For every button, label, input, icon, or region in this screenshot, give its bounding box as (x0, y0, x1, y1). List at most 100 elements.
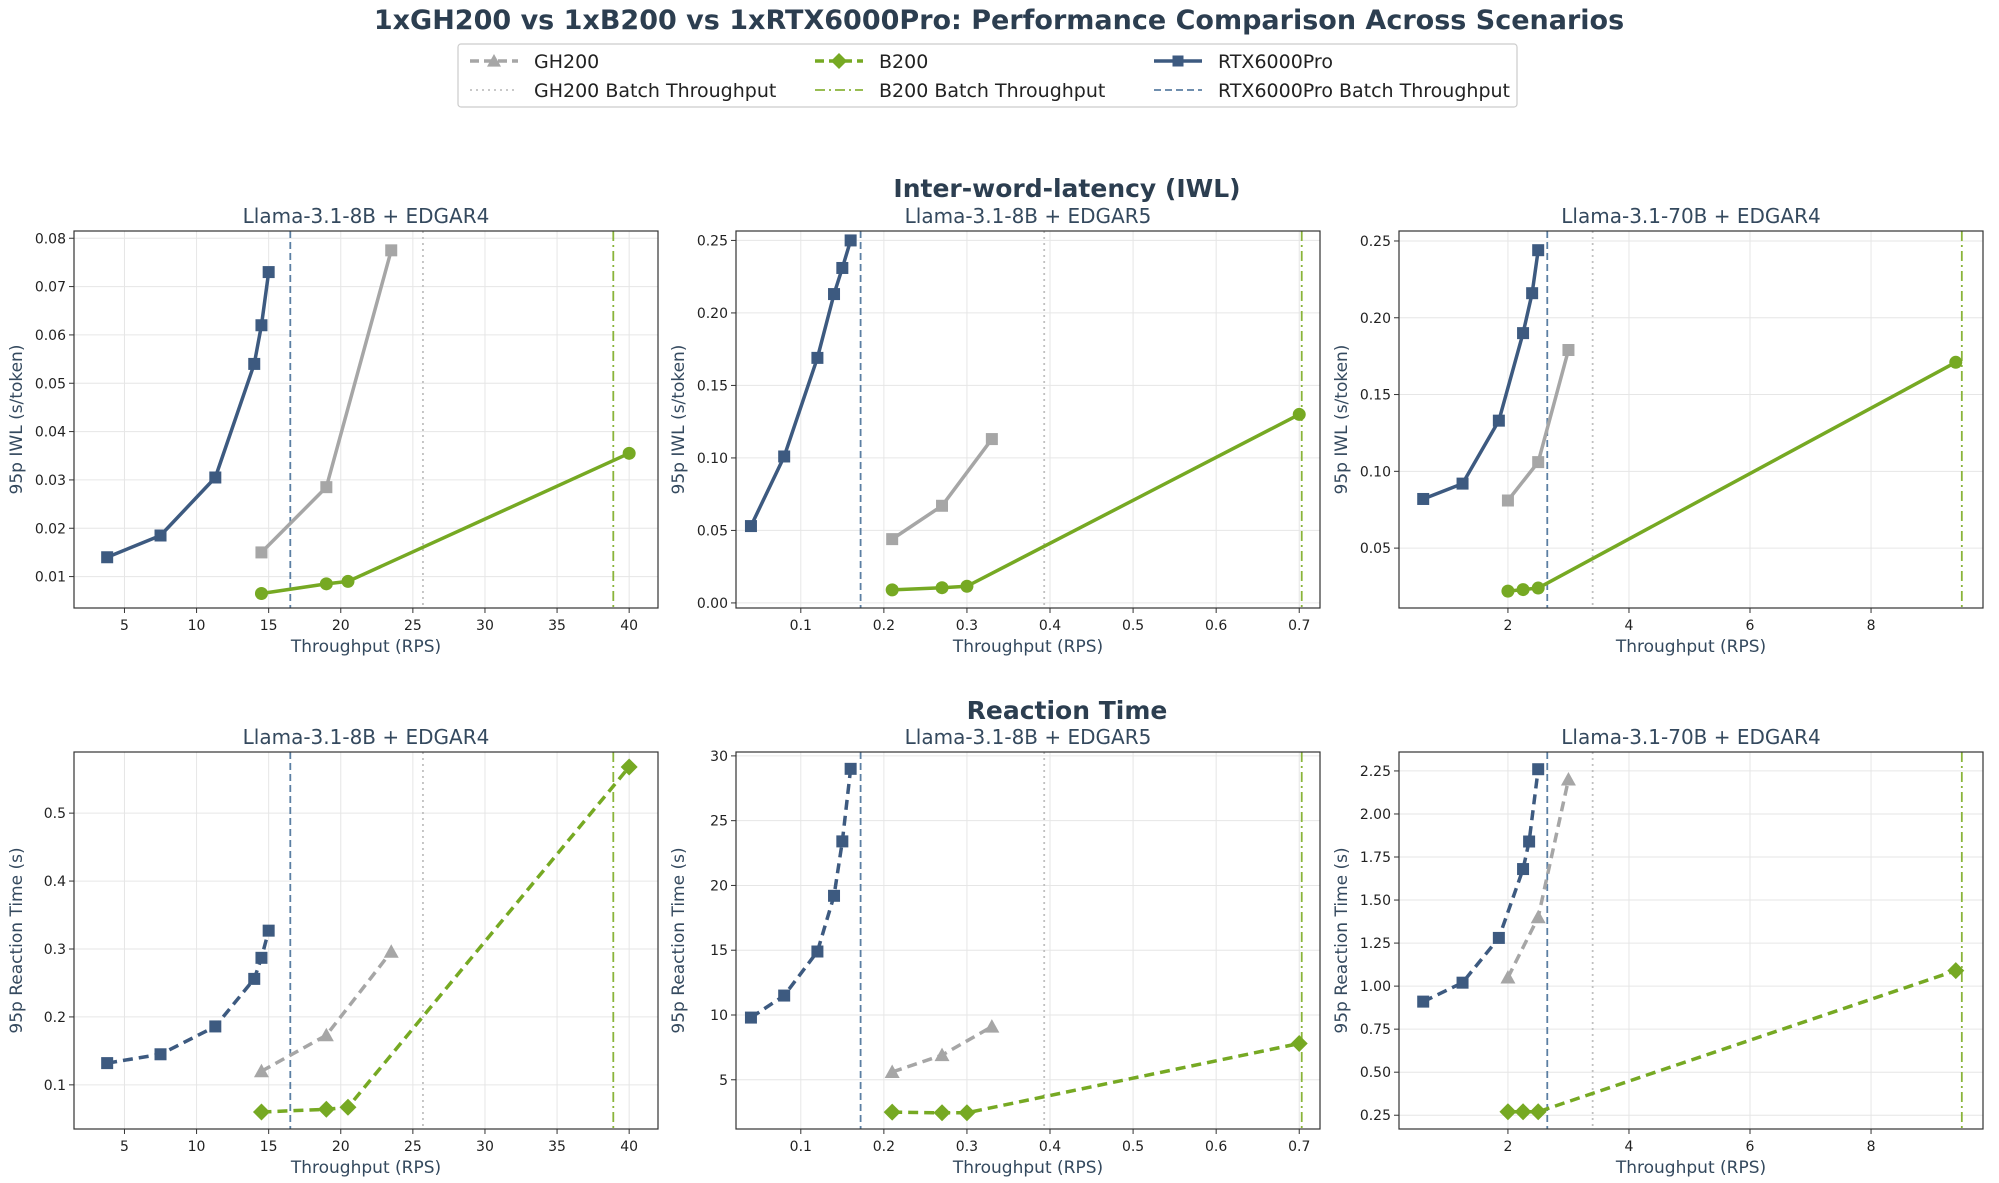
x-tick-label: 0.4 (1039, 1139, 1061, 1155)
data-point-rtx6000pro (154, 1048, 167, 1061)
series-gh200 (1500, 772, 1576, 984)
y-tick-label: 2.25 (1360, 764, 1391, 780)
data-point-rtx6000pro (1523, 835, 1536, 848)
y-tick-label: 0.06 (35, 328, 66, 344)
y-tick-label: 0.07 (35, 280, 66, 296)
panel-title: Llama-3.1-70B + EDGAR4 (1561, 204, 1820, 228)
panel-title: Llama-3.1-8B + EDGAR5 (905, 725, 1152, 749)
y-axis-label: 95p IWL (s/token) (7, 345, 27, 495)
series-b200 (1501, 355, 1963, 598)
x-tick-label: 35 (548, 1139, 566, 1155)
legend-marker (487, 54, 501, 67)
data-point-gh200 (886, 533, 899, 546)
legend-label: B200 (879, 51, 928, 73)
x-tick-label: 40 (620, 1139, 638, 1155)
data-point-rtx6000pro (744, 1011, 757, 1024)
data-point-gh200 (253, 1063, 269, 1078)
x-tick-label: 0.1 (790, 1139, 812, 1155)
y-tick-label: 0.1 (44, 1078, 66, 1094)
data-point-b200 (1501, 584, 1515, 598)
data-point-b200 (1529, 1103, 1547, 1121)
series-gh200 (253, 944, 399, 1078)
data-point-gh200 (884, 1064, 900, 1078)
series-line-gh200 (891, 438, 994, 541)
data-point-rtx6000pro (255, 319, 268, 332)
data-point-b200 (883, 1103, 901, 1121)
series-b200 (1499, 962, 1965, 1121)
x-axis-label: Throughput (RPS) (952, 637, 1103, 657)
data-point-b200 (339, 1098, 357, 1116)
series-b200 (252, 758, 638, 1121)
x-axis-label: Throughput (RPS) (1615, 1158, 1766, 1178)
section-title-iwl: Inter-word-latency (IWL) (893, 174, 1240, 203)
series-line-gh200 (260, 950, 393, 1073)
axes-frame (1398, 751, 1984, 1130)
data-point-rtx6000pro (811, 945, 824, 958)
data-point-gh200 (320, 481, 333, 494)
x-axis-label: Throughput (RPS) (952, 1158, 1103, 1178)
series-rtx6000pro (101, 266, 275, 564)
data-point-rtx6000pro (1417, 492, 1430, 505)
data-point-rtx6000pro (828, 889, 841, 902)
chart-panel-3: 2 4 6 8 0.05 0.10 0.15 0.20 0.25 Llama-3.1-70B + … (1332, 204, 1984, 657)
y-tick-label: 0.15 (1360, 388, 1391, 404)
y-tick-label: 15 (710, 943, 728, 959)
legend-item-gh200: GH200 (470, 51, 599, 73)
legend-frame (457, 43, 1518, 108)
y-tick-label: 0.20 (1360, 311, 1391, 327)
x-tick-label: 0.2 (873, 1139, 895, 1155)
y-tick-label: 5 (719, 1073, 728, 1089)
series-rtx6000pro (744, 234, 857, 533)
data-point-b200 (1947, 962, 1965, 980)
data-point-rtx6000pro (1532, 763, 1545, 776)
y-tick-label: 0.50 (1360, 1065, 1391, 1081)
x-tick-label: 30 (476, 618, 494, 634)
x-tick-label: 20 (332, 1139, 350, 1155)
y-tick-label: 30 (710, 749, 728, 765)
x-tick-label: 4 (1625, 1139, 1634, 1155)
legend-item-gh200-batch-throughput: GH200 Batch Throughput (470, 80, 776, 102)
y-tick-label: 0.25 (1360, 234, 1391, 250)
series-gh200 (886, 433, 998, 546)
x-tick-label: 10 (188, 618, 206, 634)
data-point-rtx6000pro (778, 989, 791, 1002)
data-point-b200 (254, 587, 268, 600)
x-tick-label: 4 (1625, 618, 1634, 634)
data-point-rtx6000pro (778, 450, 791, 463)
legend-marker (1172, 55, 1184, 67)
y-tick-label: 1.00 (1360, 979, 1391, 995)
y-tick-label: 0.15 (697, 378, 728, 394)
data-point-b200 (341, 574, 355, 588)
x-tick-label: 0.7 (1288, 1139, 1310, 1155)
data-point-b200 (620, 758, 638, 776)
y-axis-label: 95p Reaction Time (s) (7, 847, 27, 1033)
y-tick-label: 1.25 (1360, 936, 1391, 952)
data-point-gh200 (255, 546, 268, 559)
data-point-rtx6000pro (744, 520, 757, 533)
data-point-gh200 (934, 1047, 950, 1062)
y-tick-label: 0.20 (697, 306, 728, 322)
chart-panel-1: 5 10 15 20 25 30 35 40 0.01 0.02 0.03 0.04 0.05 0.06 0… (7, 204, 659, 657)
y-tick-label: 0.01 (35, 570, 66, 586)
series-b200 (885, 407, 1306, 597)
axes-frame (73, 751, 659, 1130)
y-tick-label: 0.03 (35, 473, 66, 489)
y-tick-label: 0.5 (44, 806, 66, 822)
data-point-rtx6000pro (836, 835, 849, 848)
data-point-gh200 (1501, 494, 1514, 507)
chart-panel-2: 0.1 0.2 0.3 0.4 0.5 0.6 0.7 0.00 0.05 0.10 0.15 0.2… (669, 204, 1321, 657)
y-tick-label: 0.08 (35, 231, 66, 247)
series-rtx6000pro (744, 762, 857, 1024)
data-point-rtx6000pro (209, 471, 222, 484)
x-tick-label: 8 (1867, 618, 1876, 634)
series-line-b200 (1507, 360, 1957, 593)
panel-title: Llama-3.1-8B + EDGAR5 (905, 204, 1152, 228)
data-point-b200 (1516, 583, 1530, 597)
data-point-gh200 (1500, 970, 1516, 984)
data-point-b200 (319, 577, 333, 591)
y-tick-label: 1.50 (1360, 893, 1391, 909)
data-point-b200 (935, 581, 949, 595)
y-axis-label: 95p Reaction Time (s) (1332, 847, 1352, 1033)
legend-label: B200 Batch Throughput (879, 80, 1105, 102)
series-line-rtx6000pro (1422, 249, 1540, 501)
